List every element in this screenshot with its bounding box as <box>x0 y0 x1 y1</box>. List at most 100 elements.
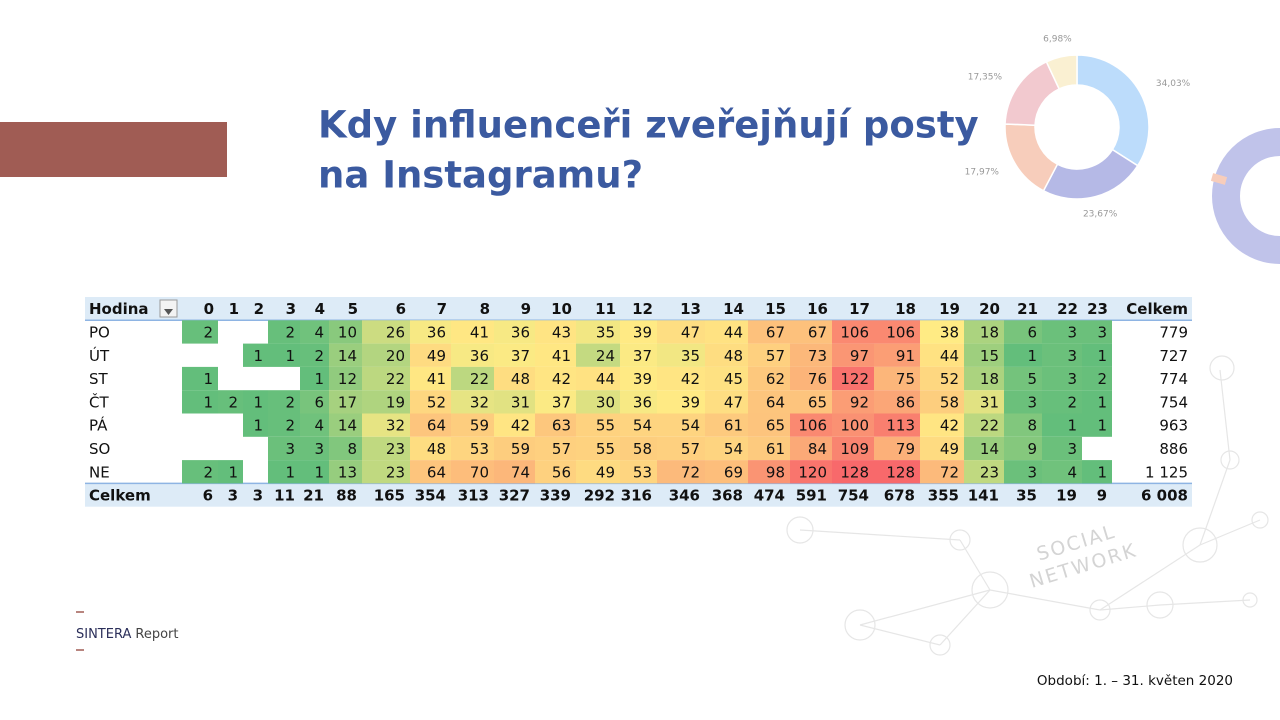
cell-value: 64 <box>427 417 446 435</box>
heat-cell <box>657 320 705 344</box>
heat-cell <box>920 343 964 367</box>
cell-value: 19 <box>1056 487 1077 505</box>
cell-value: 64 <box>766 393 785 411</box>
brand-name: SINTERA <box>76 627 131 642</box>
header-cell: 0 <box>204 300 214 318</box>
heat-cell <box>620 436 657 461</box>
cell-value: 72 <box>940 463 959 481</box>
heat-cell <box>1042 320 1082 344</box>
donut-label: 17,97% <box>965 167 1000 177</box>
heat-cell <box>535 366 576 391</box>
row-total: 779 <box>1159 323 1188 341</box>
heat-cell <box>362 366 410 391</box>
heat-cell <box>657 436 705 461</box>
heat-cell <box>1082 343 1112 367</box>
cell-value: 2 <box>285 323 295 341</box>
cell-value: 21 <box>303 487 324 505</box>
heat-cell <box>362 460 410 484</box>
cell-value: 106 <box>840 323 869 341</box>
donut: 34,03% 23,67% 17,97% 17,35% 6,98% <box>965 35 1191 220</box>
filter-button[interactable] <box>159 299 178 318</box>
cell-value: 86 <box>896 393 915 411</box>
cell-value: 61 <box>724 417 743 435</box>
heatmap-table: Hodina 0 1 2 3 4 5 6 7 8 9 10 11 12 13 14 15 16 17 18 19 20 21… <box>85 297 1192 507</box>
heat-cell <box>832 343 874 367</box>
heat-cell <box>494 366 535 391</box>
heat-cell <box>1042 343 1082 367</box>
cell-value: 313 <box>458 487 489 505</box>
cell-value: 31 <box>980 393 999 411</box>
cell-value: 106 <box>798 417 827 435</box>
heat-cell <box>410 413 451 437</box>
heat-cell <box>268 390 300 414</box>
cell-value: 9 <box>1097 487 1107 505</box>
cell-value: 35 <box>596 323 615 341</box>
cell-value: 678 <box>884 487 915 505</box>
cell-value: 38 <box>940 323 959 341</box>
heat-cell <box>1042 390 1082 414</box>
row-label: ÚT <box>89 346 110 365</box>
cell-value: 65 <box>808 393 827 411</box>
cell-value: 44 <box>596 370 615 388</box>
heat-cell <box>329 460 362 484</box>
heat-cell <box>920 413 964 437</box>
cell-value: 97 <box>850 347 869 365</box>
cell-value: 23 <box>980 463 999 481</box>
cell-value: 91 <box>896 347 915 365</box>
cell-value: 48 <box>427 440 446 458</box>
cell-value: 4 <box>314 323 324 341</box>
heat-cell <box>874 390 920 414</box>
heat-cell <box>832 366 874 391</box>
heat-cell <box>494 343 535 367</box>
heat-cell <box>1004 320 1042 344</box>
heat-cell <box>964 320 1004 344</box>
cell-value: 1 <box>253 347 263 365</box>
cell-value: 165 <box>374 487 405 505</box>
heat-cell <box>790 390 832 414</box>
heat-cell <box>657 366 705 391</box>
heat-cell <box>300 366 329 391</box>
cell-value: 292 <box>584 487 615 505</box>
cell-value: 44 <box>940 347 959 365</box>
cell-value: 55 <box>596 440 615 458</box>
header-cell: 13 <box>680 300 701 318</box>
heat-cell <box>620 343 657 367</box>
cell-value: 4 <box>314 417 324 435</box>
heat-cell <box>494 413 535 437</box>
cell-value: 70 <box>470 463 489 481</box>
heat-cell <box>300 436 329 461</box>
cell-value: 11 <box>274 487 295 505</box>
heat-cell <box>790 436 832 461</box>
cell-value: 106 <box>886 323 915 341</box>
heat-cell <box>874 436 920 461</box>
donut-label: 34,03% <box>1156 79 1191 89</box>
cell-value: 8 <box>347 440 357 458</box>
cell-value: 6 <box>314 393 324 411</box>
cell-value: 72 <box>681 463 700 481</box>
row-total: 727 <box>1159 347 1188 365</box>
cell-value: 1 <box>1027 347 1037 365</box>
cell-value: 37 <box>552 393 571 411</box>
cell-value: 26 <box>386 323 405 341</box>
donut-label: 6,98% <box>1043 35 1072 45</box>
heat-cell <box>410 366 451 391</box>
header-cell: 10 <box>551 300 572 318</box>
cell-value: 45 <box>724 370 743 388</box>
cell-value: 92 <box>850 393 869 411</box>
heat-cell <box>964 343 1004 367</box>
heat-cell <box>874 413 920 437</box>
cell-value: 53 <box>633 463 652 481</box>
cell-value: 42 <box>940 417 959 435</box>
heat-cell <box>410 343 451 367</box>
cell-value: 22 <box>386 370 405 388</box>
heat-cell <box>535 436 576 461</box>
cell-value: 1 <box>1097 393 1107 411</box>
cell-value: 69 <box>724 463 743 481</box>
cell-value: 128 <box>886 463 915 481</box>
heat-cell <box>451 366 494 391</box>
header-cell: 9 <box>521 300 531 318</box>
cell-value: 3 <box>1027 463 1037 481</box>
cell-value: 3 <box>1027 393 1037 411</box>
cell-value: 113 <box>886 417 915 435</box>
